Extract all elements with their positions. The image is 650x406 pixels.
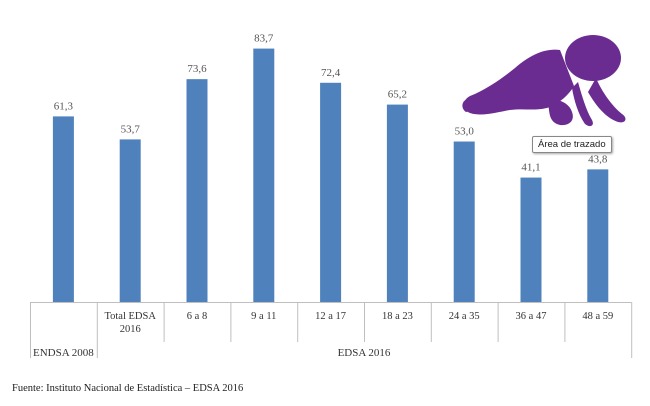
bar xyxy=(320,82,342,303)
bar xyxy=(119,139,141,302)
group-label: EDSA 2016 xyxy=(338,347,391,359)
category-label: 6 a 8 xyxy=(187,311,207,322)
category-label: Total EDSA 2016 xyxy=(104,311,156,335)
category-label: 18 a 23 xyxy=(382,311,413,322)
category-label: 24 a 35 xyxy=(449,311,480,322)
category-label: 36 a 47 xyxy=(516,311,547,322)
bar xyxy=(520,177,542,302)
value-label: 72,4 xyxy=(321,67,341,79)
category-label: 9 a 11 xyxy=(251,311,276,322)
value-label: 73,6 xyxy=(187,63,207,75)
bar xyxy=(186,79,208,303)
category-label: 48 a 59 xyxy=(582,311,613,322)
value-label: 53,0 xyxy=(455,126,475,138)
category-label: 12 a 17 xyxy=(315,311,346,322)
crawling-baby-icon xyxy=(462,35,626,127)
group-label: ENDSA 2008 xyxy=(33,347,94,359)
bar xyxy=(453,141,475,302)
source-note: Fuente: Instituto Nacional de Estadístic… xyxy=(12,383,244,394)
plot-area-tooltip: Área de trazado xyxy=(532,136,612,153)
bar xyxy=(386,104,408,302)
value-label: 65,2 xyxy=(388,89,407,101)
value-label: 53,7 xyxy=(121,123,141,135)
bars-group xyxy=(52,48,609,303)
bar xyxy=(52,116,74,303)
value-label: 83,7 xyxy=(254,33,274,45)
value-labels-group: 61,3 53,7 73,6 83,7 72,4 65,2 53,0 41,1 43,8 xyxy=(54,33,608,174)
value-label: 43,8 xyxy=(588,153,608,165)
bar xyxy=(587,169,609,302)
value-label: 61,3 xyxy=(54,100,74,112)
bar xyxy=(253,48,275,303)
category-axis-table: Total EDSA 2016 6 a 8 9 a 11 12 a 17 18 a 23 2… xyxy=(30,302,633,359)
value-label: 41,1 xyxy=(521,162,540,174)
